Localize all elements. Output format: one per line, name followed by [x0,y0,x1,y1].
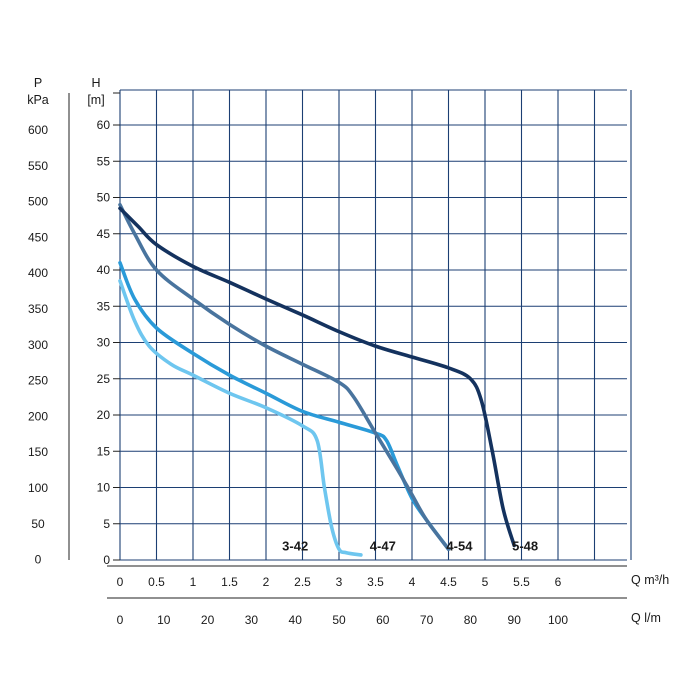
flow-m3h-tick-label: 1.5 [221,575,238,589]
flow-lm-tick-label: 90 [508,613,522,627]
head-axis-tick-label: 5 [103,517,110,531]
head-axis-tick-label: 55 [97,154,111,168]
axes [68,92,627,599]
pressure-axis-tick-label: 450 [28,230,48,244]
curve-label-4-54: 4-54 [446,539,473,554]
grid [119,89,632,561]
pressure-axis-label: P [34,76,42,90]
head-axis-tick-label: 45 [97,227,111,241]
flow-m3h-tick-label: 4.5 [440,575,457,589]
flow-m3h-tick-label: 2 [263,575,270,589]
flow-m3h-tick-label: 4 [409,575,416,589]
head-axis-tick-label: 20 [97,408,111,422]
flow-m3h-tick-label: 3 [336,575,343,589]
curve-4-54 [118,202,451,551]
pressure-axis-tick-label: 350 [28,302,48,316]
flow-m3h-tick-label: 6 [555,575,562,589]
flow-lm-tick-label: 70 [420,613,434,627]
flow-lm-tick-label: 30 [245,613,259,627]
pressure-axis-tick-label: 50 [31,517,45,531]
head-axis-tick-label: 15 [97,444,111,458]
flow-lm-tick-label: 0 [117,613,124,627]
pressure-axis-tick-label: 200 [28,409,48,423]
head-axis-tick-label: 30 [97,336,111,350]
flow-lm-tick-label: 60 [376,613,390,627]
head-axis-unit: [m] [87,93,104,107]
pressure-axis-tick-label: 150 [28,445,48,459]
flow-lm-tick-label: 100 [548,613,568,627]
flow-m3h-tick-label: 5 [482,575,489,589]
head-axis-tick-label: 0 [103,553,110,567]
pressure-axis-tick-label: 100 [28,481,48,495]
axis-labels: P kPa H [m] Q m³/h Q l/m 605550454035302… [27,76,669,627]
pressure-axis-tick-label: 0 [35,553,42,567]
flow-m3h-tick-label: 5.5 [513,575,530,589]
flow-m3h-tick-label: 1 [190,575,197,589]
flow-m3h-tick-label: 0 [117,575,124,589]
flow-m3h-tick-label: 0.5 [148,575,165,589]
pressure-axis-tick-label: 250 [28,374,48,388]
curve-label-5-48: 5-48 [512,539,538,554]
curve-5-48 [118,206,516,548]
performance-curves [118,202,516,557]
curve-label-3-42: 3-42 [282,539,308,554]
pressure-axis-tick-label: 300 [28,338,48,352]
curve-label-4-47: 4-47 [370,539,396,554]
flow-m3h-axis-label: Q m³/h [631,573,669,587]
head-axis-tick-label: 60 [97,118,111,132]
flow-lm-tick-label: 40 [289,613,303,627]
head-axis-tick-label: 10 [97,481,111,495]
flow-m3h-tick-label: 3.5 [367,575,384,589]
head-axis-label: H [91,76,100,90]
flow-lm-tick-label: 50 [332,613,346,627]
curve-3-42 [118,279,363,557]
flow-lm-axis-label: Q l/m [631,611,661,625]
pressure-axis-tick-label: 400 [28,266,48,280]
flow-lm-tick-label: 20 [201,613,215,627]
pressure-axis-tick-label: 550 [28,159,48,173]
head-axis-tick-label: 40 [97,263,111,277]
flow-lm-tick-label: 80 [464,613,478,627]
flow-m3h-tick-label: 2.5 [294,575,311,589]
pressure-axis-unit: kPa [27,93,49,107]
pressure-axis-tick-label: 500 [28,195,48,209]
head-axis-tick-label: 35 [97,299,111,313]
head-axis-tick-label: 50 [97,191,111,205]
head-axis-tick-label: 25 [97,372,111,386]
flow-lm-tick-label: 10 [157,613,171,627]
pressure-axis-tick-label: 600 [28,123,48,137]
